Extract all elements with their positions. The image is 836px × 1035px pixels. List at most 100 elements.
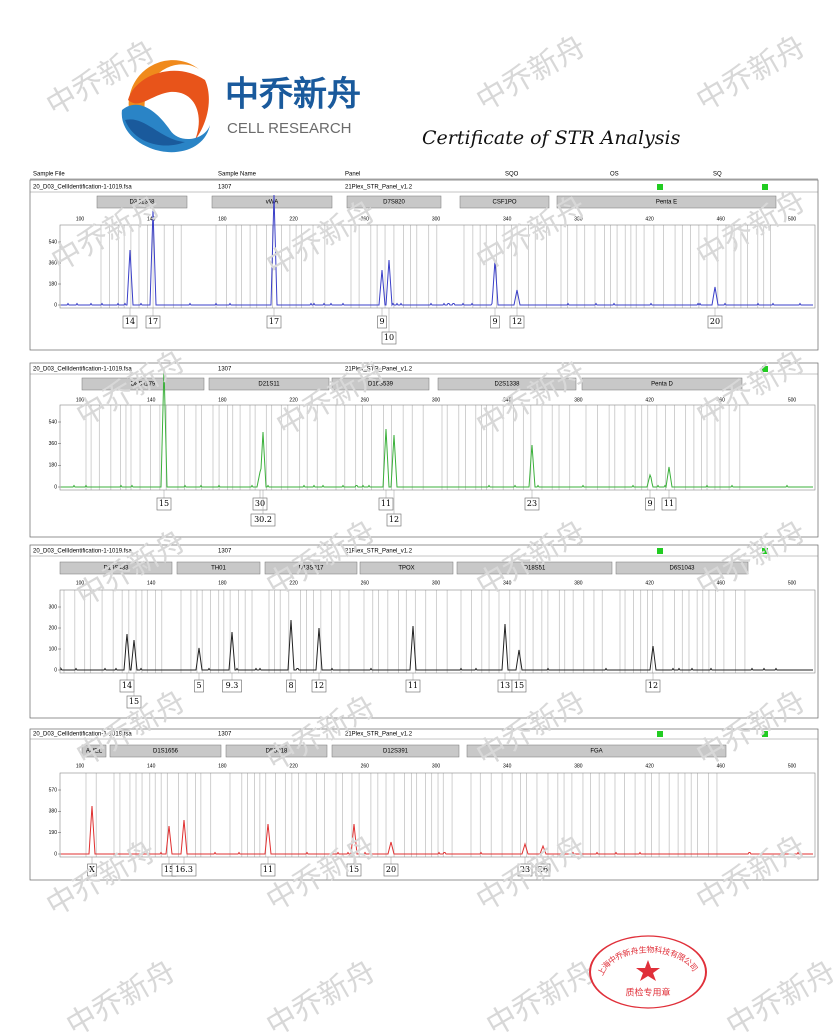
allele-label: 14 xyxy=(122,681,132,690)
allele-label: 9 xyxy=(379,317,384,326)
watermark: 中乔新舟 xyxy=(471,514,592,604)
allele-box xyxy=(122,315,138,329)
allele-box xyxy=(405,679,421,693)
allele-label: 15 xyxy=(129,697,139,706)
y-tick-label: 0 xyxy=(54,302,57,308)
marker-name: D7S820 xyxy=(383,200,405,206)
y-tick-label: 570 xyxy=(49,787,58,793)
panel-frame xyxy=(29,728,819,881)
y-tick-label: 540 xyxy=(49,419,58,425)
x-tick-label: 340 xyxy=(503,397,512,403)
x-tick-label: 300 xyxy=(432,397,441,403)
x-tick-label: 460 xyxy=(717,580,726,586)
allele-box xyxy=(171,863,197,877)
allele-label: 9 xyxy=(492,317,497,326)
allele-box xyxy=(511,679,527,693)
column-header: Panel xyxy=(345,172,360,178)
marker-bar xyxy=(208,377,330,391)
allele-label: 12 xyxy=(314,681,324,690)
allele-label: 9.3 xyxy=(226,681,239,690)
x-tick-label: 460 xyxy=(717,216,726,222)
sample-file: 20_D03_CellIdentification-1-1019.fsa xyxy=(33,367,132,373)
y-tick-label: 100 xyxy=(49,646,58,652)
allele-label: 16.3 xyxy=(175,865,193,874)
allele-box xyxy=(252,497,268,511)
brand-cn: 中乔新舟 xyxy=(225,75,361,115)
allele-label: 5 xyxy=(196,681,201,690)
plot-frame xyxy=(59,589,816,674)
allele-label: 30 xyxy=(255,499,265,508)
marker-name: D12S391 xyxy=(383,749,409,755)
marker-bar xyxy=(264,561,358,575)
status-square xyxy=(762,366,768,372)
watermark: 中乔新舟 xyxy=(61,954,182,1035)
column-header: SQ xyxy=(713,172,722,178)
marker-name: FGA xyxy=(590,749,602,755)
allele-label: 15 xyxy=(514,681,524,690)
panel-name: 21Plex_STR_Panel_v1.2 xyxy=(345,185,413,191)
marker-bar xyxy=(331,744,460,758)
allele-label: 9 xyxy=(647,499,652,508)
x-tick-label: 260 xyxy=(361,763,370,769)
x-tick-label: 260 xyxy=(361,397,370,403)
marker-bar xyxy=(176,561,261,575)
trace xyxy=(61,805,813,855)
marker-name: vWA xyxy=(266,200,278,206)
allele-label: 20 xyxy=(386,865,396,874)
allele-label: 8 xyxy=(288,681,293,690)
marker-bar xyxy=(359,561,454,575)
allele-box xyxy=(222,679,242,693)
allele-box xyxy=(490,315,500,329)
y-tick-label: 200 xyxy=(49,625,58,631)
y-tick-label: 190 xyxy=(49,830,58,836)
str-panel: 20_D03_CellIdentification-1-1019.fsa 1307… xyxy=(29,544,819,719)
panels: 20_D03_CellIdentification-1-1019.fsa 1307… xyxy=(29,179,819,881)
y-tick-label: 360 xyxy=(49,441,58,447)
marker-name: D21S11 xyxy=(258,382,280,388)
x-tick-label: 420 xyxy=(645,580,654,586)
marker-bar xyxy=(456,561,613,575)
x-tick-label: 300 xyxy=(432,763,441,769)
str-panel: 20_D03_CellIdentification-1-1019.fsa 1307… xyxy=(29,728,819,881)
marker-name: D19S433 xyxy=(103,566,129,572)
allele-box xyxy=(250,513,276,527)
x-tick-label: 220 xyxy=(289,580,298,586)
str-panel: 20_D03_CellIdentification-1-1019.fsa 1307… xyxy=(29,362,819,538)
allele-label: 15 xyxy=(159,499,169,508)
panel-frame xyxy=(29,179,819,351)
marker-name: Penta E xyxy=(656,200,677,206)
y-tick-label: 300 xyxy=(49,604,58,610)
status-square xyxy=(657,548,663,554)
x-tick-label: 180 xyxy=(218,763,227,769)
allele-label: 26 xyxy=(538,865,548,874)
stamp: 上海中乔新舟生物科技有限公司 质检专用章 xyxy=(589,935,707,1009)
allele-box xyxy=(509,315,525,329)
x-tick-label: 420 xyxy=(645,763,654,769)
certificate-title: Certificate of STR Analysis xyxy=(422,127,681,149)
panel-name: 21Plex_STR_Panel_v1.2 xyxy=(345,367,413,373)
allele-label: 30.2 xyxy=(254,515,272,524)
allele-box xyxy=(524,497,540,511)
allele-label: 14 xyxy=(125,317,135,326)
allele-box xyxy=(378,497,394,511)
sample-file: 20_D03_CellIdentification-1-1019.fsa xyxy=(33,549,132,555)
allele-box xyxy=(383,863,399,877)
watermark: 中乔新舟 xyxy=(721,954,836,1035)
x-tick-label: 220 xyxy=(289,397,298,403)
watermark: 中乔新舟 xyxy=(691,514,812,604)
y-tick-label: 540 xyxy=(49,239,58,245)
y-tick-label: 0 xyxy=(54,851,57,857)
allele-box xyxy=(87,863,97,877)
allele-box xyxy=(126,695,142,709)
allele-box xyxy=(346,863,362,877)
marker-name: TH01 xyxy=(211,566,226,572)
y-tick-label: 360 xyxy=(49,260,58,266)
allele-box xyxy=(645,679,661,693)
sample-name: 1307 xyxy=(218,549,232,555)
x-tick-label: 220 xyxy=(289,216,298,222)
column-header: Sample Name xyxy=(218,172,257,178)
marker-bar xyxy=(615,561,749,575)
brand-en: CELL RESEARCH xyxy=(227,120,351,137)
x-tick-label: 380 xyxy=(574,580,583,586)
